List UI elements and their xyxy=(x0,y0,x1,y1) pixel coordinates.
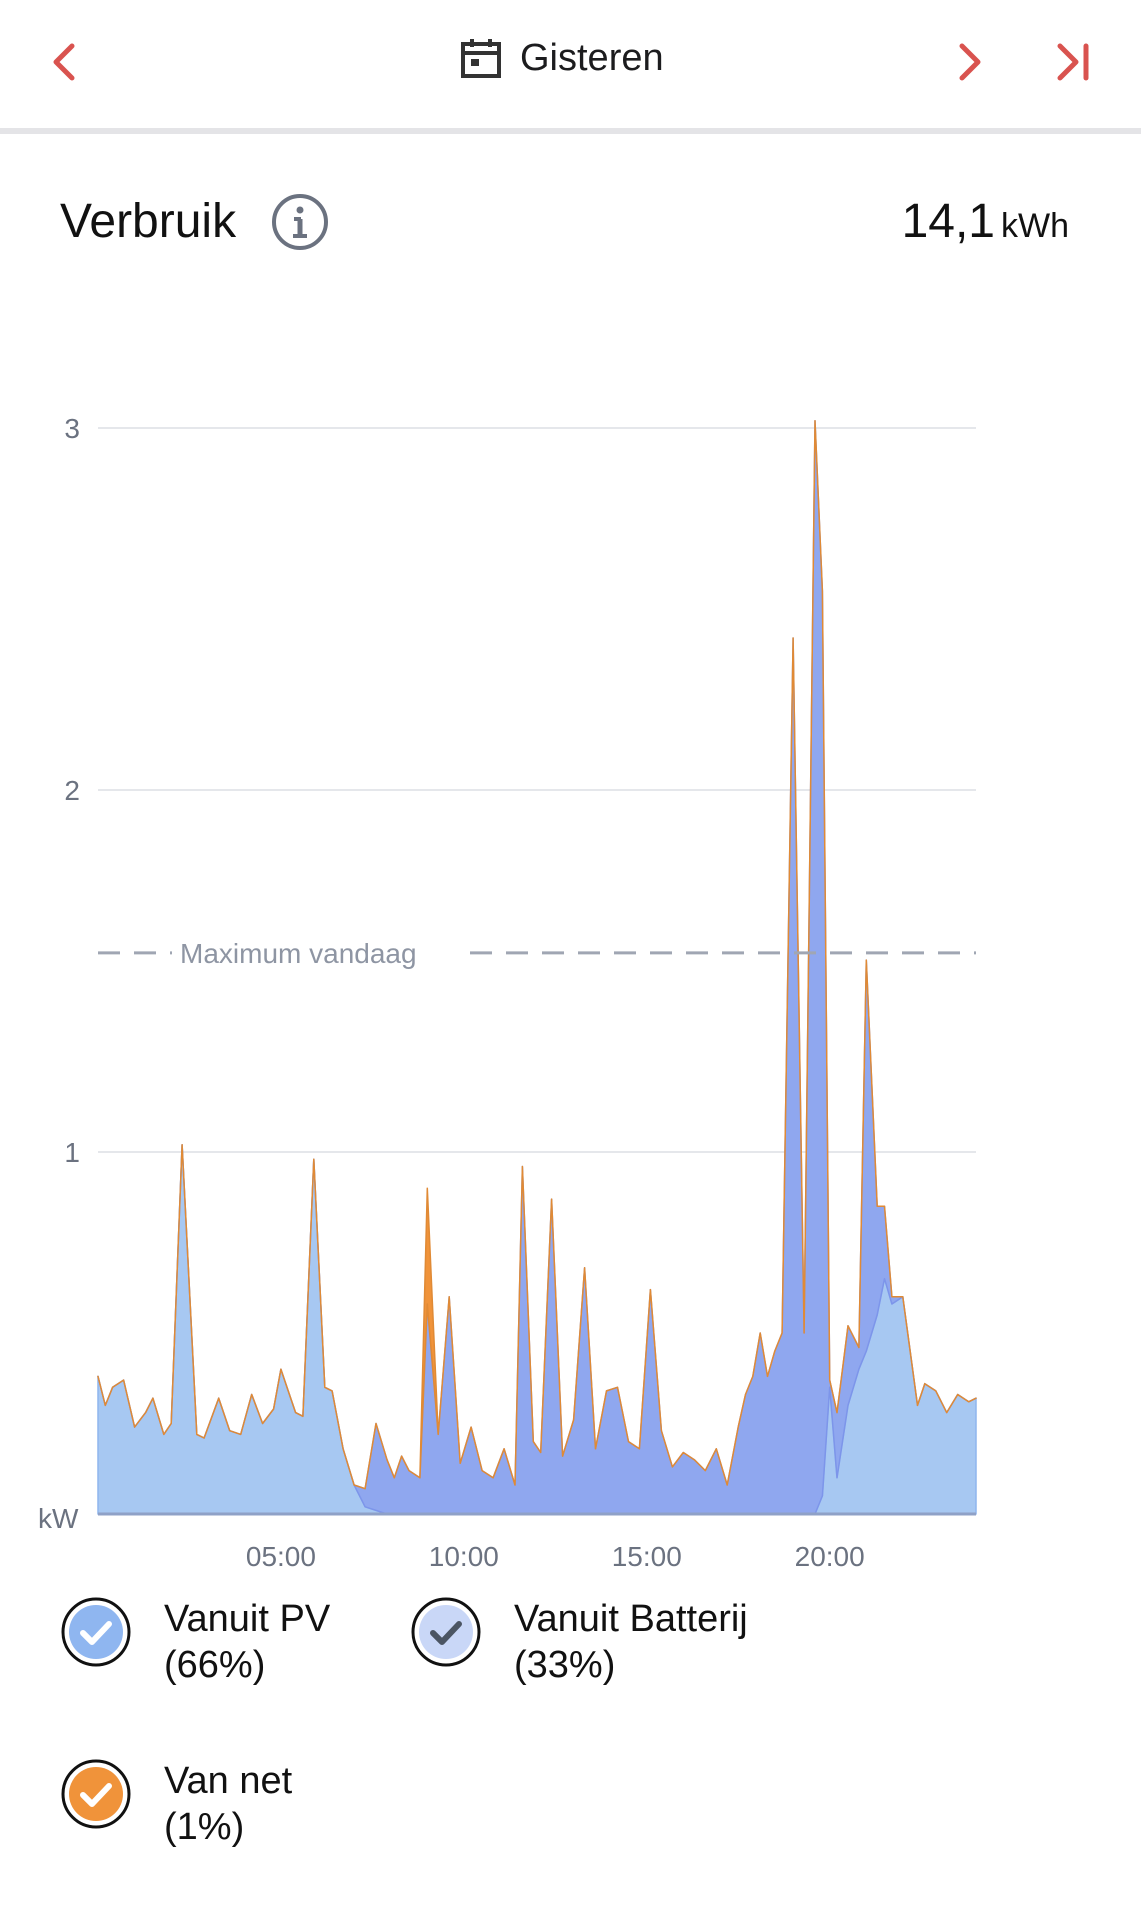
date-label: Gisteren xyxy=(520,36,664,79)
info-icon xyxy=(272,194,328,250)
series-area-grid xyxy=(97,420,977,1490)
jump-to-today-button[interactable] xyxy=(1034,22,1114,102)
legend-share: (1%) xyxy=(164,1806,245,1848)
checkbox-checked-icon xyxy=(61,1759,131,1829)
total-consumption: 14,1 kWh xyxy=(902,194,1069,249)
calendar-icon xyxy=(461,39,501,78)
y-axis-unit-label: kW xyxy=(38,1503,79,1534)
reference-line-label: Maximum vandaag xyxy=(180,938,417,969)
checkbox-checked-icon xyxy=(61,1597,131,1667)
legend-share: (66%) xyxy=(164,1644,266,1686)
total-unit: kWh xyxy=(1001,207,1069,245)
section-title: Verbruik xyxy=(60,195,237,248)
legend-label: Vanuit Batterij xyxy=(514,1598,748,1640)
y-tick-label: 1 xyxy=(64,1137,80,1168)
date-picker[interactable]: Gisteren xyxy=(460,28,664,88)
total-value: 14,1 xyxy=(901,195,995,248)
previous-day-button[interactable] xyxy=(24,22,104,102)
legend-item-pv[interactable]: Vanuit PV (66%) xyxy=(60,1596,330,1688)
y-tick-label: 3 xyxy=(64,413,80,444)
legend-share: (33%) xyxy=(514,1644,616,1686)
top-navigation-bar: Gisteren xyxy=(0,0,1141,134)
x-tick-label: 15:00 xyxy=(612,1541,682,1572)
checkbox-checked-icon xyxy=(411,1597,481,1667)
legend-item-battery[interactable]: Vanuit Batterij (33%) xyxy=(410,1596,748,1688)
legend-label: Vanuit PV xyxy=(164,1598,331,1640)
x-tick-label: 05:00 xyxy=(246,1541,316,1572)
x-tick-label: 20:00 xyxy=(795,1541,865,1572)
info-button[interactable] xyxy=(270,192,330,252)
legend-item-grid[interactable]: Van net (1%) xyxy=(60,1758,292,1850)
chevron-right-icon xyxy=(959,43,981,81)
y-tick-label: 2 xyxy=(64,775,80,806)
chevron-left-icon xyxy=(53,43,75,81)
x-tick-label: 10:00 xyxy=(429,1541,499,1572)
next-day-button[interactable] xyxy=(930,22,1010,102)
skip-forward-icon xyxy=(1057,43,1089,81)
legend-label: Van net xyxy=(164,1760,293,1802)
consumption-chart: 1 2 3 kW Maximum vandaag 05:00 10:00 15:00 20:00 xyxy=(38,413,977,1572)
